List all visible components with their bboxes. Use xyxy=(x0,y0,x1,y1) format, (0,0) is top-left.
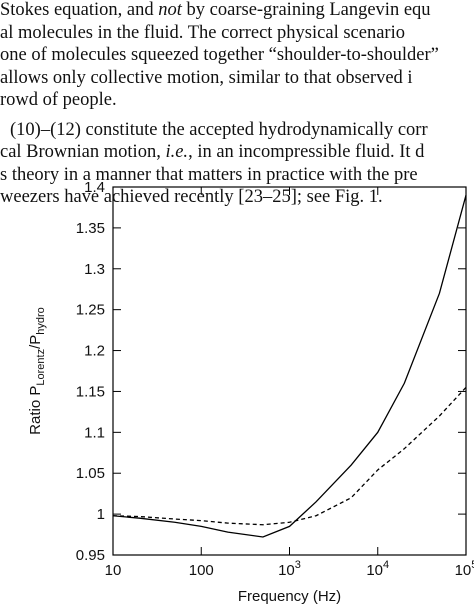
x-tick-label: 104 xyxy=(366,559,389,579)
y-tick-label: 1.35 xyxy=(76,220,105,237)
y-axis-label: Ratio PLorentz/Phydro xyxy=(27,307,47,435)
text-span: Stokes equation, and xyxy=(0,0,159,20)
y-tick-label: 1.3 xyxy=(84,261,105,278)
text-line: one of molecules squeezed together “shou… xyxy=(0,45,439,66)
text-line: (10)–(12) constitute the accepted hydrod… xyxy=(10,120,428,141)
text-span: not xyxy=(158,0,182,20)
text-span: cal Brownian motion, xyxy=(0,142,166,162)
text-line: Stokes equation, and not by coarse-grain… xyxy=(0,0,431,21)
text-span: rowd of people. xyxy=(0,90,117,110)
y-tick-label: 1.15 xyxy=(76,383,105,400)
text-span: allows only collective motion, similar t… xyxy=(0,67,413,88)
y-tick-label: 0.95 xyxy=(76,547,105,564)
series-line xyxy=(112,386,467,526)
y-label-part: hydro xyxy=(35,307,47,335)
text-span: , in an incompressible fluid. It d xyxy=(188,142,425,162)
x-tick-label: 105 xyxy=(455,559,474,579)
text-span: (10)–(12) constitute the accepted hydrod… xyxy=(10,119,428,140)
text-span: by coarse-graining Langevin equ xyxy=(181,0,431,20)
y-tick-label: 1 xyxy=(97,506,105,523)
y-tick-label: 1.25 xyxy=(76,302,105,319)
text-line: s theory in a manner that matters in pra… xyxy=(0,165,418,186)
y-tick-label: 1.2 xyxy=(84,343,105,360)
text-span: s theory in a manner that matters in pra… xyxy=(0,164,418,185)
text-line: rowd of people. xyxy=(0,90,117,111)
text-span: al molecules in the fluid. The correct p… xyxy=(0,22,405,43)
x-tick-label: 10 xyxy=(105,562,122,579)
text-line: weezers have achieved recently [23–25]; … xyxy=(0,187,383,208)
y-label-part: Lorentz xyxy=(35,349,47,386)
x-tick-label: 100 xyxy=(189,562,214,579)
plot-frame xyxy=(112,186,467,556)
text-span: weezers have achieved recently [23–25]; … xyxy=(0,187,383,207)
text-span: i.e. xyxy=(165,142,189,162)
y-label-part: /P xyxy=(27,335,44,349)
series-line xyxy=(112,195,467,538)
x-tick-label: 103 xyxy=(278,559,301,579)
y-tick-label: 1.05 xyxy=(76,465,105,482)
x-axis-label: Frequency (Hz) xyxy=(238,588,341,605)
text-line: al molecules in the fluid. The correct p… xyxy=(0,23,405,44)
y-label-part: Ratio P xyxy=(27,386,44,435)
text-span: one of molecules squeezed together “shou… xyxy=(0,45,439,65)
y-tick-label: 1.4 xyxy=(84,179,105,196)
y-tick-label: 1.1 xyxy=(84,424,105,441)
text-line: allows only collective motion, similar t… xyxy=(0,68,413,89)
text-line: cal Brownian motion, i.e., in an incompr… xyxy=(0,142,424,163)
